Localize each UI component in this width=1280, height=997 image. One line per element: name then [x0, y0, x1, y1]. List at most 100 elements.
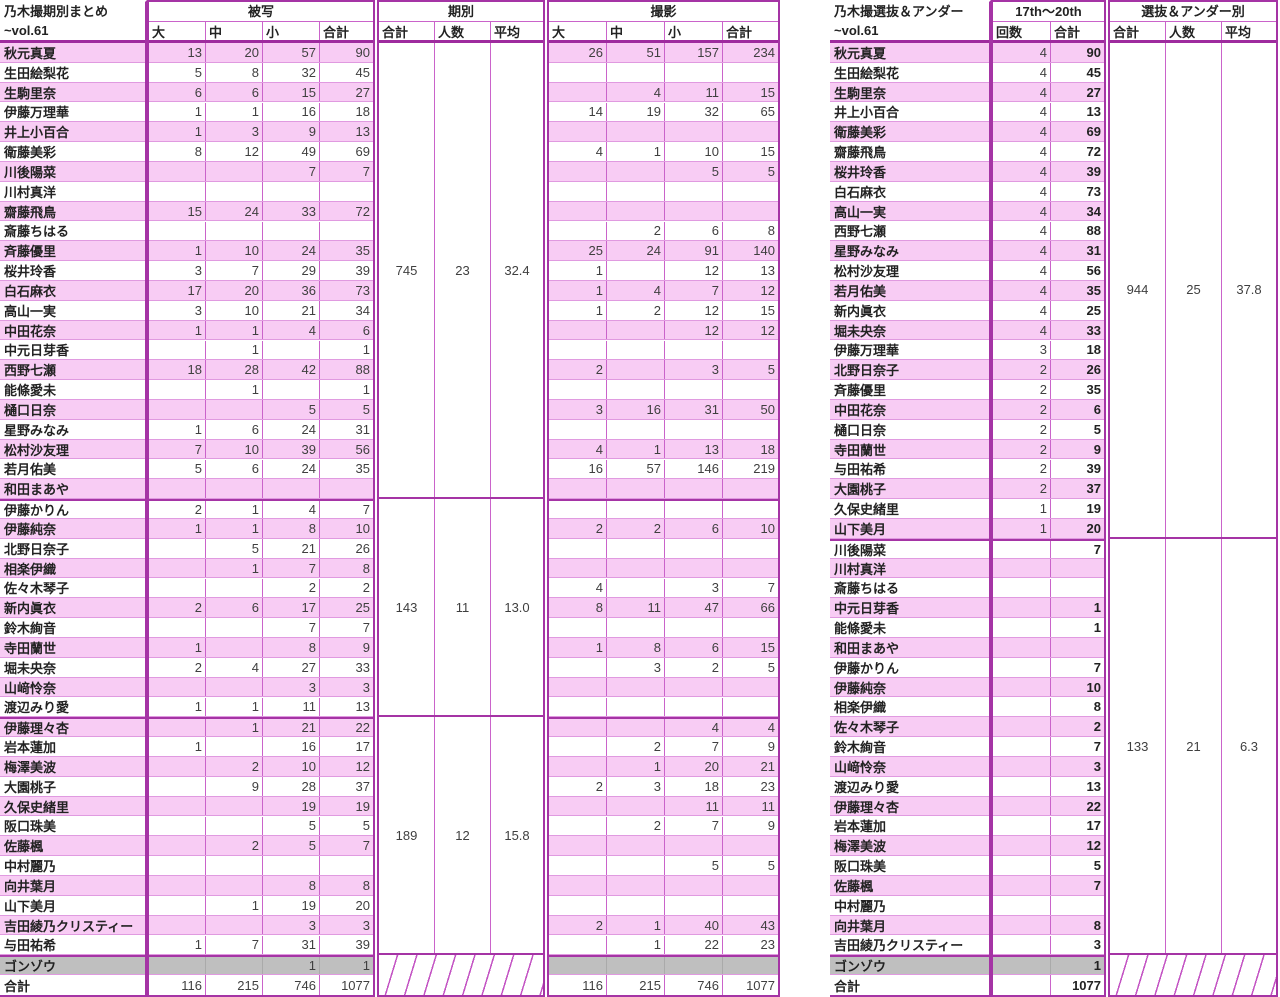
value-cell[interactable]: 12	[206, 142, 263, 161]
value-cell[interactable]	[206, 618, 263, 637]
value-cell[interactable]: 8	[206, 62, 263, 82]
value-cell[interactable]	[723, 896, 778, 915]
member-name-cell[interactable]: 北野日奈子	[834, 363, 900, 379]
value-cell[interactable]	[549, 677, 607, 697]
value-cell[interactable]: 5	[263, 836, 320, 856]
value-cell[interactable]: 234	[753, 44, 775, 60]
value-cell[interactable]: 34	[355, 302, 370, 318]
member-name-cell[interactable]: 中田花奈	[834, 402, 887, 418]
value-cell[interactable]: 4	[607, 82, 665, 102]
value-cell[interactable]: 9	[767, 739, 775, 755]
value-cell[interactable]: 43	[760, 917, 775, 933]
column-header-cell[interactable]: 合計	[379, 22, 435, 40]
value-cell[interactable]: 11	[665, 82, 723, 102]
value-cell[interactable]	[665, 419, 723, 439]
value-cell[interactable]: 4	[549, 142, 607, 161]
value-cell[interactable]	[607, 261, 665, 280]
value-cell[interactable]: 10	[760, 520, 775, 536]
value-cell[interactable]: 13	[760, 263, 775, 279]
value-cell[interactable]: 7	[206, 935, 263, 955]
value-cell[interactable]	[206, 400, 263, 419]
member-name-cell[interactable]: 伊藤万理華	[4, 105, 70, 121]
value-cell[interactable]	[607, 677, 665, 697]
value-cell[interactable]: 27	[263, 657, 320, 677]
value-cell[interactable]: 31	[263, 935, 320, 955]
value-cell[interactable]	[149, 578, 206, 598]
value-cell[interactable]: 15	[760, 84, 775, 100]
value-cell[interactable]	[149, 340, 206, 360]
value-cell[interactable]	[723, 678, 778, 697]
value-cell[interactable]	[149, 479, 206, 499]
member-name-cell[interactable]: 合計	[834, 978, 861, 994]
value-cell[interactable]: 6	[665, 519, 723, 538]
value-cell[interactable]: 73	[1086, 183, 1101, 199]
value-cell[interactable]: 37	[1086, 481, 1101, 497]
value-cell[interactable]	[320, 222, 373, 241]
value-cell[interactable]: 24	[607, 241, 665, 261]
member-name-cell[interactable]: 合計	[4, 978, 31, 994]
value-cell[interactable]: 18	[760, 441, 775, 457]
value-cell[interactable]	[206, 578, 263, 598]
value-cell[interactable]	[665, 62, 723, 82]
value-cell[interactable]: 8	[1093, 917, 1101, 933]
value-cell[interactable]: 1	[206, 501, 263, 518]
value-cell[interactable]	[607, 501, 665, 518]
value-cell[interactable]	[149, 181, 206, 201]
value-cell[interactable]: 12	[665, 300, 723, 320]
satsuei-block-title[interactable]: 撮影	[549, 2, 778, 22]
value-cell[interactable]	[149, 816, 206, 836]
merged-value-cell[interactable]: 12	[435, 717, 491, 954]
member-name-cell[interactable]: 川村真洋	[834, 561, 887, 577]
member-name-cell[interactable]: 久保史緒里	[4, 799, 70, 815]
merged-value-cell[interactable]: 23	[435, 43, 491, 498]
value-cell[interactable]: 2	[993, 360, 1051, 380]
value-cell[interactable]: 2	[607, 737, 665, 756]
member-name-cell[interactable]: 斎藤ちはる	[4, 224, 70, 240]
merged-value-cell[interactable]: 189	[379, 717, 435, 954]
column-header-cell[interactable]: 回数	[993, 22, 1051, 40]
member-name-cell[interactable]: 渡辺みり愛	[4, 700, 70, 716]
value-cell[interactable]: 88	[1086, 223, 1101, 239]
value-cell[interactable]: 1	[149, 320, 206, 340]
value-cell[interactable]: 215	[206, 975, 263, 995]
value-cell[interactable]	[1051, 579, 1104, 598]
member-name-cell[interactable]: 中村麗乃	[834, 898, 887, 914]
value-cell[interactable]: 2	[993, 459, 1051, 479]
value-cell[interactable]	[665, 181, 723, 201]
value-cell[interactable]: 8	[149, 142, 206, 161]
member-name-cell[interactable]: 西野七瀬	[4, 363, 57, 379]
value-cell[interactable]	[607, 836, 665, 856]
value-cell[interactable]: 9	[1093, 441, 1101, 457]
value-cell[interactable]: 4	[993, 320, 1051, 340]
value-cell[interactable]: 7	[1093, 541, 1101, 557]
value-cell[interactable]	[549, 340, 607, 360]
member-name-cell[interactable]: 与田祐希	[834, 462, 887, 478]
member-name-cell[interactable]: 梅澤美波	[4, 759, 57, 775]
member-name-cell[interactable]: 山﨑怜奈	[4, 680, 57, 696]
value-cell[interactable]: 35	[355, 461, 370, 477]
value-cell[interactable]: 5	[1093, 858, 1101, 874]
member-name-cell[interactable]: 阪口珠美	[834, 859, 887, 875]
right-table-header-cell[interactable]: 乃木撮選抜＆アンダー ~vol.61	[830, 2, 989, 43]
value-cell[interactable]: 12	[760, 282, 775, 298]
value-cell[interactable]: 39	[355, 937, 370, 953]
value-cell[interactable]: 1	[549, 281, 607, 300]
value-cell[interactable]	[549, 836, 607, 856]
value-cell[interactable]	[665, 122, 723, 142]
value-cell[interactable]	[320, 479, 373, 498]
value-cell[interactable]	[149, 558, 206, 578]
value-cell[interactable]	[723, 836, 778, 855]
value-cell[interactable]: 3	[665, 360, 723, 380]
member-name-cell[interactable]: 高山一実	[834, 204, 887, 220]
value-cell[interactable]	[549, 796, 607, 816]
value-cell[interactable]	[665, 957, 723, 975]
value-cell[interactable]: 3	[607, 657, 665, 677]
value-cell[interactable]	[665, 538, 723, 558]
value-cell[interactable]: 1	[206, 320, 263, 340]
value-cell[interactable]: 1077	[341, 977, 370, 993]
value-cell[interactable]: 23	[760, 937, 775, 953]
value-cell[interactable]	[607, 62, 665, 82]
value-cell[interactable]	[993, 618, 1051, 637]
left-table-header-cell[interactable]: 乃木撮期別まとめ ~vol.61	[0, 2, 145, 43]
value-cell[interactable]: 1	[206, 719, 263, 737]
